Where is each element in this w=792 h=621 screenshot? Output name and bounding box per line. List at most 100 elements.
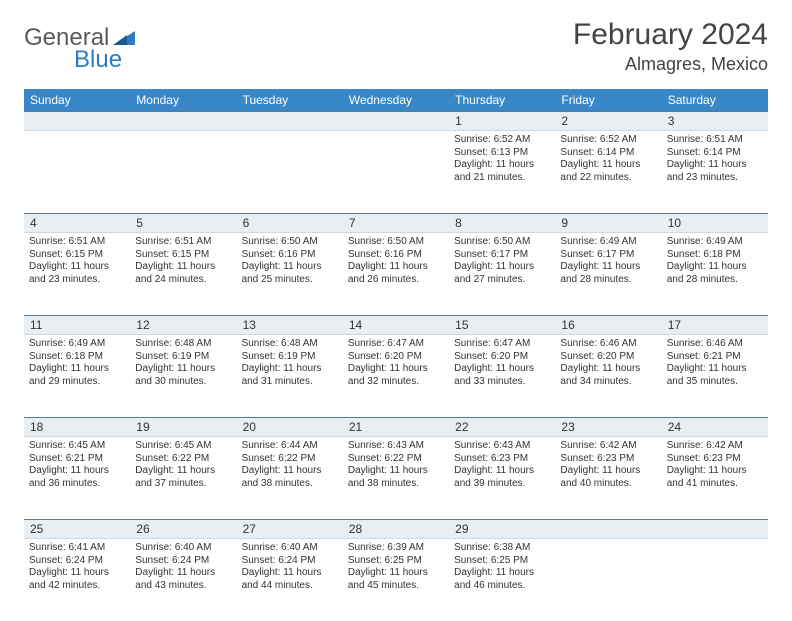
day-cell: Sunrise: 6:40 AMSunset: 6:24 PMDaylight:… [130,539,236,621]
day-number: 26 [130,520,236,538]
sunset-text: Sunset: 6:24 PM [135,555,231,568]
sunset-text: Sunset: 6:24 PM [29,555,125,568]
daylight-text: Daylight: 11 hours and 40 minutes. [560,465,656,490]
sunset-text: Sunset: 6:22 PM [348,453,444,466]
day-cell: Sunrise: 6:50 AMSunset: 6:16 PMDaylight:… [237,233,343,315]
title-block: February 2024 Almagres, Mexico [573,18,768,75]
sunrise-text: Sunrise: 6:50 AM [454,236,550,249]
day-cell: Sunrise: 6:47 AMSunset: 6:20 PMDaylight:… [449,335,555,417]
day-number: 29 [449,520,555,538]
sunset-text: Sunset: 6:14 PM [560,147,656,160]
sunrise-text: Sunrise: 6:52 AM [454,134,550,147]
day-number: 12 [130,316,236,334]
daylight-text: Daylight: 11 hours and 28 minutes. [667,261,763,286]
daylight-text: Daylight: 11 hours and 29 minutes. [29,363,125,388]
day-number: 19 [130,418,236,436]
day-number: 14 [343,316,449,334]
daylight-text: Daylight: 11 hours and 43 minutes. [135,567,231,592]
daylight-text: Daylight: 11 hours and 28 minutes. [560,261,656,286]
day-number: 16 [555,316,661,334]
sunrise-text: Sunrise: 6:48 AM [242,338,338,351]
sunset-text: Sunset: 6:19 PM [135,351,231,364]
day-cell: Sunrise: 6:41 AMSunset: 6:24 PMDaylight:… [24,539,130,621]
day-cell: Sunrise: 6:45 AMSunset: 6:22 PMDaylight:… [130,437,236,519]
day-number: 2 [555,112,661,130]
sunrise-text: Sunrise: 6:42 AM [667,440,763,453]
sunset-text: Sunset: 6:18 PM [29,351,125,364]
day-cell: Sunrise: 6:39 AMSunset: 6:25 PMDaylight:… [343,539,449,621]
sunrise-text: Sunrise: 6:41 AM [29,542,125,555]
sunset-text: Sunset: 6:25 PM [454,555,550,568]
daylight-text: Daylight: 11 hours and 46 minutes. [454,567,550,592]
week-row: Sunrise: 6:49 AMSunset: 6:18 PMDaylight:… [24,335,768,417]
sunrise-text: Sunrise: 6:48 AM [135,338,231,351]
week-row: Sunrise: 6:52 AMSunset: 6:13 PMDaylight:… [24,131,768,213]
day-number: 18 [24,418,130,436]
daynum-row: 45678910 [24,213,768,233]
daylight-text: Daylight: 11 hours and 23 minutes. [29,261,125,286]
sunrise-text: Sunrise: 6:49 AM [29,338,125,351]
sunset-text: Sunset: 6:14 PM [667,147,763,160]
day-cell [237,131,343,213]
sunrise-text: Sunrise: 6:45 AM [29,440,125,453]
day-cell [662,539,768,621]
sunset-text: Sunset: 6:13 PM [454,147,550,160]
week-row: Sunrise: 6:41 AMSunset: 6:24 PMDaylight:… [24,539,768,621]
sunset-text: Sunset: 6:24 PM [242,555,338,568]
daylight-text: Daylight: 11 hours and 44 minutes. [242,567,338,592]
day-number: 24 [662,418,768,436]
day-number: 6 [237,214,343,232]
day-number: 10 [662,214,768,232]
dow-saturday: Saturday [662,89,768,111]
daynum-row: 123 [24,111,768,131]
day-number: 25 [24,520,130,538]
sunrise-text: Sunrise: 6:50 AM [242,236,338,249]
sunset-text: Sunset: 6:19 PM [242,351,338,364]
day-cell: Sunrise: 6:42 AMSunset: 6:23 PMDaylight:… [555,437,661,519]
sunset-text: Sunset: 6:23 PM [667,453,763,466]
day-number: 4 [24,214,130,232]
dow-sunday: Sunday [24,89,130,111]
day-number [237,112,343,130]
week-row: Sunrise: 6:45 AMSunset: 6:21 PMDaylight:… [24,437,768,519]
daylight-text: Daylight: 11 hours and 42 minutes. [29,567,125,592]
sunrise-text: Sunrise: 6:46 AM [667,338,763,351]
daylight-text: Daylight: 11 hours and 45 minutes. [348,567,444,592]
sunrise-text: Sunrise: 6:52 AM [560,134,656,147]
daylight-text: Daylight: 11 hours and 25 minutes. [242,261,338,286]
brand-part2: Blue [74,46,122,74]
sunrise-text: Sunrise: 6:51 AM [667,134,763,147]
sunset-text: Sunset: 6:17 PM [454,249,550,262]
daylight-text: Daylight: 11 hours and 32 minutes. [348,363,444,388]
day-number [24,112,130,130]
day-number: 1 [449,112,555,130]
daylight-text: Daylight: 11 hours and 41 minutes. [667,465,763,490]
sunset-text: Sunset: 6:22 PM [242,453,338,466]
day-cell: Sunrise: 6:49 AMSunset: 6:18 PMDaylight:… [662,233,768,315]
dow-thursday: Thursday [449,89,555,111]
day-cell: Sunrise: 6:40 AMSunset: 6:24 PMDaylight:… [237,539,343,621]
day-number: 20 [237,418,343,436]
daylight-text: Daylight: 11 hours and 27 minutes. [454,261,550,286]
sunrise-text: Sunrise: 6:38 AM [454,542,550,555]
sunrise-text: Sunrise: 6:44 AM [242,440,338,453]
day-cell [343,131,449,213]
daylight-text: Daylight: 11 hours and 31 minutes. [242,363,338,388]
sunrise-text: Sunrise: 6:51 AM [29,236,125,249]
sunrise-text: Sunrise: 6:47 AM [348,338,444,351]
daylight-text: Daylight: 11 hours and 36 minutes. [29,465,125,490]
day-cell: Sunrise: 6:52 AMSunset: 6:14 PMDaylight:… [555,131,661,213]
day-number: 13 [237,316,343,334]
sunrise-text: Sunrise: 6:45 AM [135,440,231,453]
sunrise-text: Sunrise: 6:46 AM [560,338,656,351]
sunrise-text: Sunrise: 6:47 AM [454,338,550,351]
sunset-text: Sunset: 6:20 PM [560,351,656,364]
sunrise-text: Sunrise: 6:49 AM [667,236,763,249]
day-cell [130,131,236,213]
daylight-text: Daylight: 11 hours and 35 minutes. [667,363,763,388]
day-cell: Sunrise: 6:43 AMSunset: 6:22 PMDaylight:… [343,437,449,519]
day-cell: Sunrise: 6:48 AMSunset: 6:19 PMDaylight:… [237,335,343,417]
day-number: 8 [449,214,555,232]
day-number: 17 [662,316,768,334]
day-cell: Sunrise: 6:50 AMSunset: 6:16 PMDaylight:… [343,233,449,315]
